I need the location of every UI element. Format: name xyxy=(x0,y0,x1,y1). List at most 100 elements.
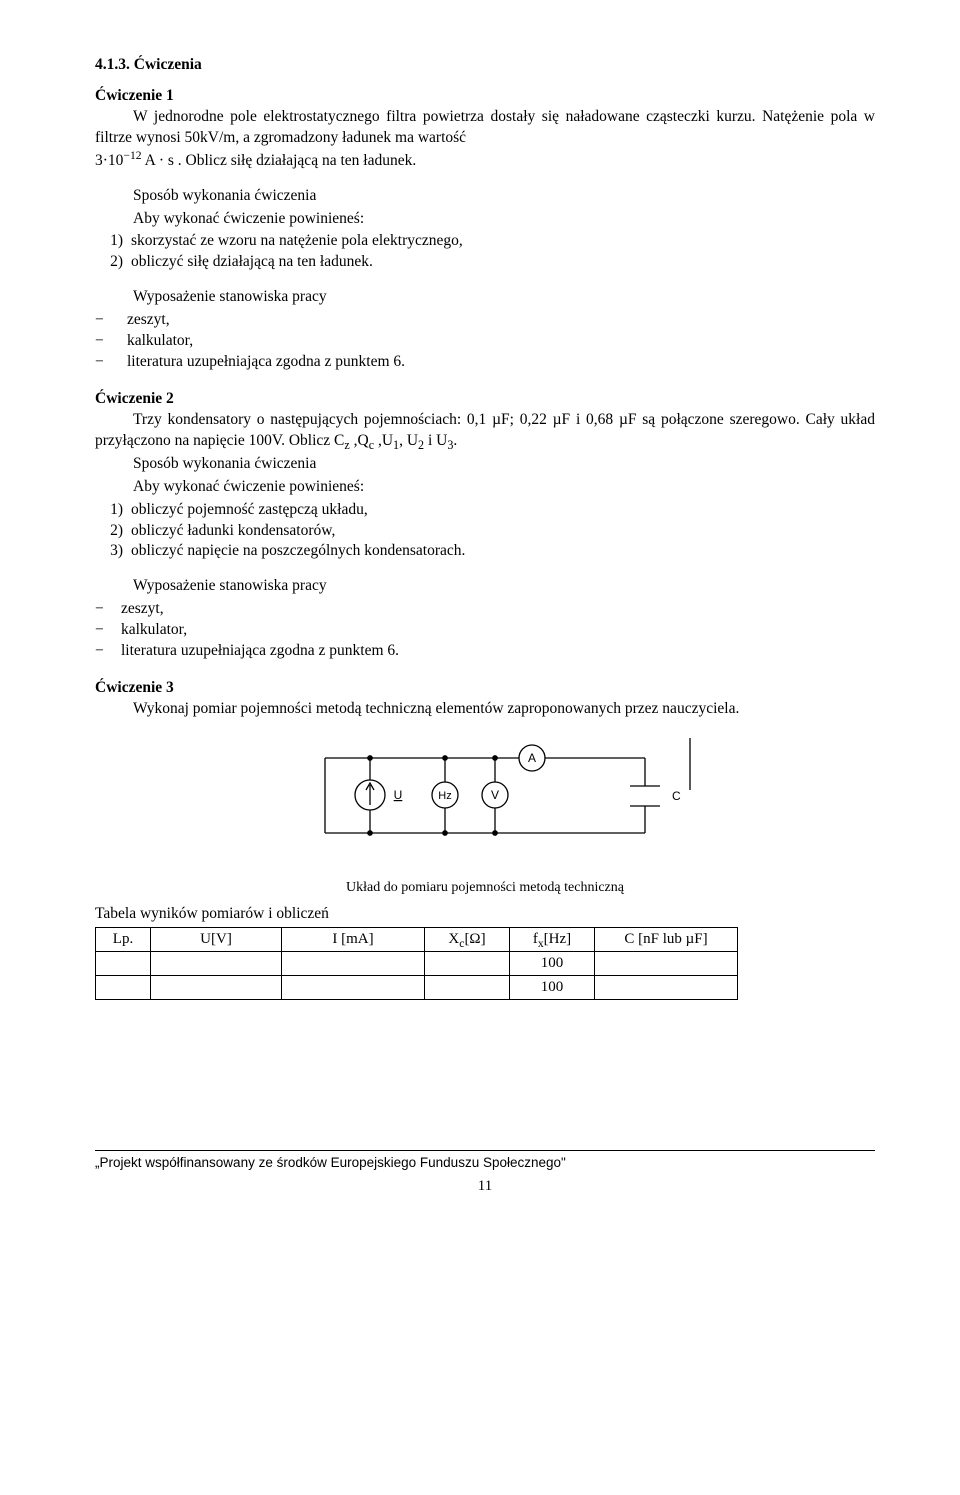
cell: 100 xyxy=(510,951,595,975)
equip-text: zeszyt, xyxy=(121,310,170,331)
ex1-equip-title: Wyposażenie stanowiska pracy xyxy=(95,287,875,308)
section-heading: 4.1.3. Ćwiczenia xyxy=(95,55,875,76)
txt: i U xyxy=(424,432,447,449)
step-number: 2) xyxy=(95,521,131,542)
formula-unit: A · s xyxy=(142,152,174,169)
ex1-text-2: . Oblicz siłę działającą na ten ładunek. xyxy=(178,152,416,169)
col-u: U[V] xyxy=(151,927,282,951)
step-text: obliczyć siłę działającą na ten ładunek. xyxy=(131,252,373,273)
list-item: −literatura uzupełniająca zgodna z punkt… xyxy=(95,352,875,373)
txt: . xyxy=(453,432,457,449)
step-number: 1) xyxy=(95,231,131,252)
cell xyxy=(151,951,282,975)
exercise-1-body-2: 3·10−12 A · s . Oblicz siłę działającą n… xyxy=(95,151,875,172)
cell xyxy=(151,975,282,999)
list-item: 3)obliczyć napięcie na poszczególnych ko… xyxy=(95,541,875,562)
footer-divider: „Projekt współfinansowany ze środków Eur… xyxy=(95,1150,875,1174)
cell xyxy=(425,975,510,999)
cell xyxy=(96,975,151,999)
cell: 100 xyxy=(510,975,595,999)
dash-icon: − xyxy=(95,641,121,662)
ex1-equip-block: Wyposażenie stanowiska pracy −zeszyt, −k… xyxy=(95,287,875,373)
cell xyxy=(425,951,510,975)
cell xyxy=(282,951,425,975)
ex1-equip-list: −zeszyt, −kalkulator, −literatura uzupeł… xyxy=(95,310,875,373)
col-lp: Lp. xyxy=(96,927,151,951)
diagram-caption: Układ do pomiaru pojemności metodą techn… xyxy=(95,879,875,898)
label-a: A xyxy=(528,751,536,765)
dash-icon: − xyxy=(95,310,121,331)
col-i: I [mA] xyxy=(282,927,425,951)
step-number: 3) xyxy=(95,541,131,562)
cell xyxy=(96,951,151,975)
cell xyxy=(282,975,425,999)
footer-text: „Projekt współfinansowany ze środków Eur… xyxy=(95,1155,566,1170)
list-item: −kalkulator, xyxy=(95,620,875,641)
list-item: −zeszyt, xyxy=(95,599,875,620)
ex1-steps-block: Sposób wykonania ćwiczenia Aby wykonać ć… xyxy=(95,186,875,274)
formula-base: 3·10 xyxy=(95,152,123,169)
ex2-steps-list: 1)obliczyć pojemność zastępczą układu, 2… xyxy=(95,500,875,563)
list-item: 2)obliczyć ładunki kondensatorów, xyxy=(95,521,875,542)
col-c: C [nF lub µF] xyxy=(595,927,738,951)
circuit-diagram: A U Hz V C xyxy=(95,728,875,865)
ex2-text-1: Trzy kondensatory o następujących pojemn… xyxy=(95,411,875,449)
circuit-svg: A U Hz V C xyxy=(270,728,700,858)
step-number: 1) xyxy=(95,500,131,521)
exercise-1-title: Ćwiczenie 1 xyxy=(95,86,875,107)
ex2-equip-list: −zeszyt, −kalkulator, −literatura uzupeł… xyxy=(95,599,875,662)
exercise-2-title: Ćwiczenie 2 xyxy=(95,389,875,410)
table-title: Tabela wyników pomiarów i obliczeń xyxy=(95,904,875,925)
col-xc: Xc[Ω] xyxy=(425,927,510,951)
col-fx: fx[Hz] xyxy=(510,927,595,951)
list-item: −literatura uzupełniająca zgodna z punkt… xyxy=(95,641,875,662)
list-item: 1)skorzystać ze wzoru na natężenie pola … xyxy=(95,231,875,252)
ex3-text: Wykonaj pomiar pojemności metodą technic… xyxy=(133,700,739,717)
label-u: U xyxy=(394,788,403,802)
label-c: C xyxy=(672,789,681,803)
cell xyxy=(595,975,738,999)
ex1-text-1: W jednorodne pole elektrostatycznego fil… xyxy=(95,108,875,146)
step-text: skorzystać ze wzoru na natężenie pola el… xyxy=(131,231,463,252)
exercise-1-body: W jednorodne pole elektrostatycznego fil… xyxy=(95,107,875,149)
dash-icon: − xyxy=(95,620,121,641)
ex1-formula: 3·10−12 A · s xyxy=(95,152,178,169)
label-v: V xyxy=(491,788,499,802)
table-header-row: Lp. U[V] I [mA] Xc[Ω] fx[Hz] C [nF lub µ… xyxy=(96,927,738,951)
exercise-3-title: Ćwiczenie 3 xyxy=(95,678,875,699)
list-item: 2)obliczyć siłę działającą na ten ładune… xyxy=(95,252,875,273)
results-table: Lp. U[V] I [mA] Xc[Ω] fx[Hz] C [nF lub µ… xyxy=(95,927,738,1000)
table-row: 100 xyxy=(96,951,738,975)
ex2-equip-title: Wyposażenie stanowiska pracy xyxy=(95,576,875,597)
ex1-steps-list: 1)skorzystać ze wzoru na natężenie pola … xyxy=(95,231,875,273)
table-row: 100 xyxy=(96,975,738,999)
ex2-equip-block: Wyposażenie stanowiska pracy −zeszyt, −k… xyxy=(95,576,875,662)
step-text: obliczyć pojemność zastępczą układu, xyxy=(131,500,368,521)
dash-icon: − xyxy=(95,352,121,373)
step-text: obliczyć ładunki kondensatorów, xyxy=(131,521,335,542)
list-item: −zeszyt, xyxy=(95,310,875,331)
txt: ,U xyxy=(374,432,393,449)
equip-text: zeszyt, xyxy=(121,599,164,620)
exercise-3-body: Wykonaj pomiar pojemności metodą technic… xyxy=(95,699,875,720)
page-number: 11 xyxy=(95,1176,875,1196)
equip-text: literatura uzupełniająca zgodna z punkte… xyxy=(121,352,405,373)
step-number: 2) xyxy=(95,252,131,273)
formula-exp: −12 xyxy=(123,149,141,162)
list-item: −kalkulator, xyxy=(95,331,875,352)
dash-icon: − xyxy=(95,599,121,620)
ex2-steps-lead: Aby wykonać ćwiczenie powinieneś: xyxy=(95,477,875,498)
label-hz: Hz xyxy=(438,790,451,802)
equip-text: literatura uzupełniająca zgodna z punkte… xyxy=(121,641,399,662)
equip-text: kalkulator, xyxy=(121,620,187,641)
ex1-steps-title: Sposób wykonania ćwiczenia xyxy=(95,186,875,207)
ex2-steps-title: Sposób wykonania ćwiczenia xyxy=(95,454,875,475)
list-item: 1)obliczyć pojemność zastępczą układu, xyxy=(95,500,875,521)
txt: ,Q xyxy=(350,432,369,449)
ex1-steps-lead: Aby wykonać ćwiczenie powinieneś: xyxy=(95,209,875,230)
txt: , U xyxy=(399,432,418,449)
cell xyxy=(595,951,738,975)
dash-icon: − xyxy=(95,331,121,352)
equip-text: kalkulator, xyxy=(121,331,193,352)
exercise-2-body: Trzy kondensatory o następujących pojemn… xyxy=(95,410,875,452)
